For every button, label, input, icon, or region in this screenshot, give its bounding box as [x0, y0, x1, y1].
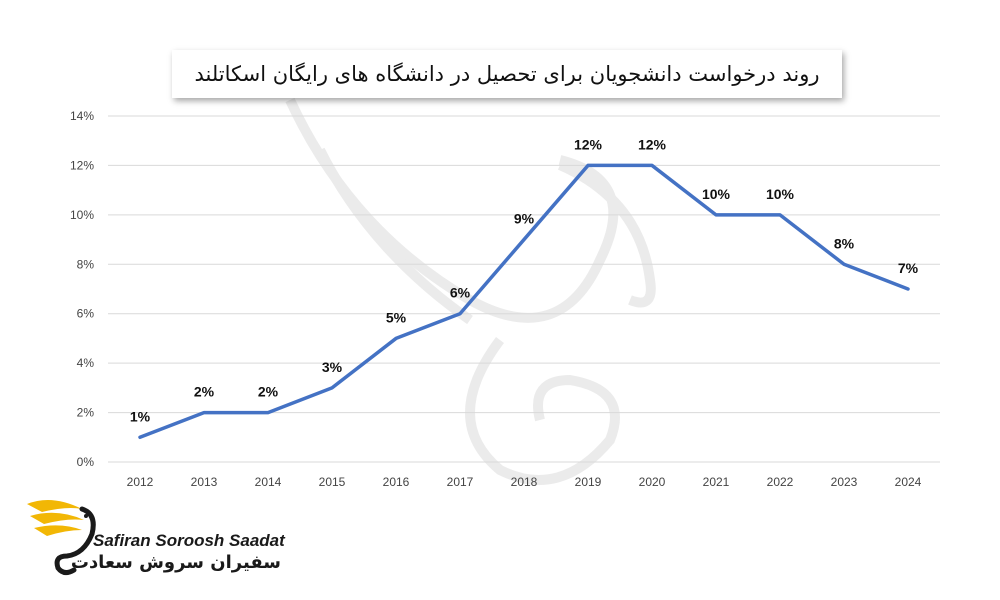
- brand-logo-icon: [27, 500, 96, 576]
- x-tick-label: 2013: [191, 475, 218, 489]
- data-label: 12%: [638, 136, 667, 152]
- x-tick-label: 2012: [127, 475, 154, 489]
- data-labels: 1% 2% 2% 3% 5% 6% 9% 12% 12% 10% 10% 8% 7%: [130, 136, 919, 424]
- data-label: 12%: [574, 136, 603, 152]
- y-tick-label: 14%: [70, 109, 94, 123]
- gridlines: [108, 115, 940, 463]
- y-tick-label: 8%: [77, 257, 95, 271]
- chart-title-box: روند درخواست دانشجویان برای تحصیل در دان…: [172, 50, 842, 98]
- data-label: 5%: [386, 309, 407, 325]
- data-label: 2%: [194, 384, 215, 400]
- data-label: 1%: [130, 408, 151, 424]
- data-label: 10%: [766, 186, 795, 202]
- x-tick-label: 2015: [319, 475, 346, 489]
- y-tick-label: 12%: [70, 158, 94, 172]
- x-tick-label: 2019: [575, 475, 602, 489]
- x-axis-ticks: 2012 2013 2014 2015 2016 2017 2018 2019 2020 2021…: [127, 475, 922, 489]
- x-tick-label: 2017: [447, 475, 474, 489]
- series-line: [138, 163, 910, 440]
- brand-name-english: Safiran Soroosh Saadat: [93, 531, 285, 550]
- data-label: 6%: [450, 285, 471, 301]
- data-label: 8%: [834, 235, 855, 251]
- x-tick-label: 2016: [383, 475, 410, 489]
- data-label: 10%: [702, 186, 731, 202]
- brand-name-persian: سفیران سروش سعادت: [70, 552, 281, 573]
- x-tick-label: 2022: [767, 475, 794, 489]
- data-label: 2%: [258, 384, 279, 400]
- x-tick-label: 2024: [895, 475, 922, 489]
- y-tick-label: 10%: [70, 208, 94, 222]
- y-tick-label: 4%: [77, 356, 95, 370]
- y-tick-label: 0%: [77, 455, 95, 469]
- y-tick-label: 6%: [77, 307, 95, 321]
- y-tick-label: 2%: [77, 406, 95, 420]
- x-tick-label: 2023: [831, 475, 858, 489]
- y-axis-ticks: 0% 2% 4% 6% 8% 10% 12% 14%: [70, 109, 94, 469]
- x-tick-label: 2014: [255, 475, 282, 489]
- data-label: 7%: [898, 260, 919, 276]
- x-tick-label: 2020: [639, 475, 666, 489]
- chart-title: روند درخواست دانشجویان برای تحصیل در دان…: [194, 62, 820, 86]
- x-tick-label: 2018: [511, 475, 538, 489]
- data-label: 3%: [322, 359, 343, 375]
- x-tick-label: 2021: [703, 475, 730, 489]
- data-label: 9%: [514, 211, 535, 227]
